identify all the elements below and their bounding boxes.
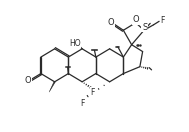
Text: S: S	[142, 23, 147, 32]
Text: F: F	[160, 16, 165, 25]
Polygon shape	[49, 81, 55, 92]
Text: F: F	[80, 99, 84, 108]
Text: O: O	[132, 15, 139, 24]
Text: HO: HO	[69, 39, 81, 48]
Text: O: O	[108, 18, 114, 27]
Text: F: F	[90, 88, 95, 97]
Text: O: O	[25, 76, 31, 85]
